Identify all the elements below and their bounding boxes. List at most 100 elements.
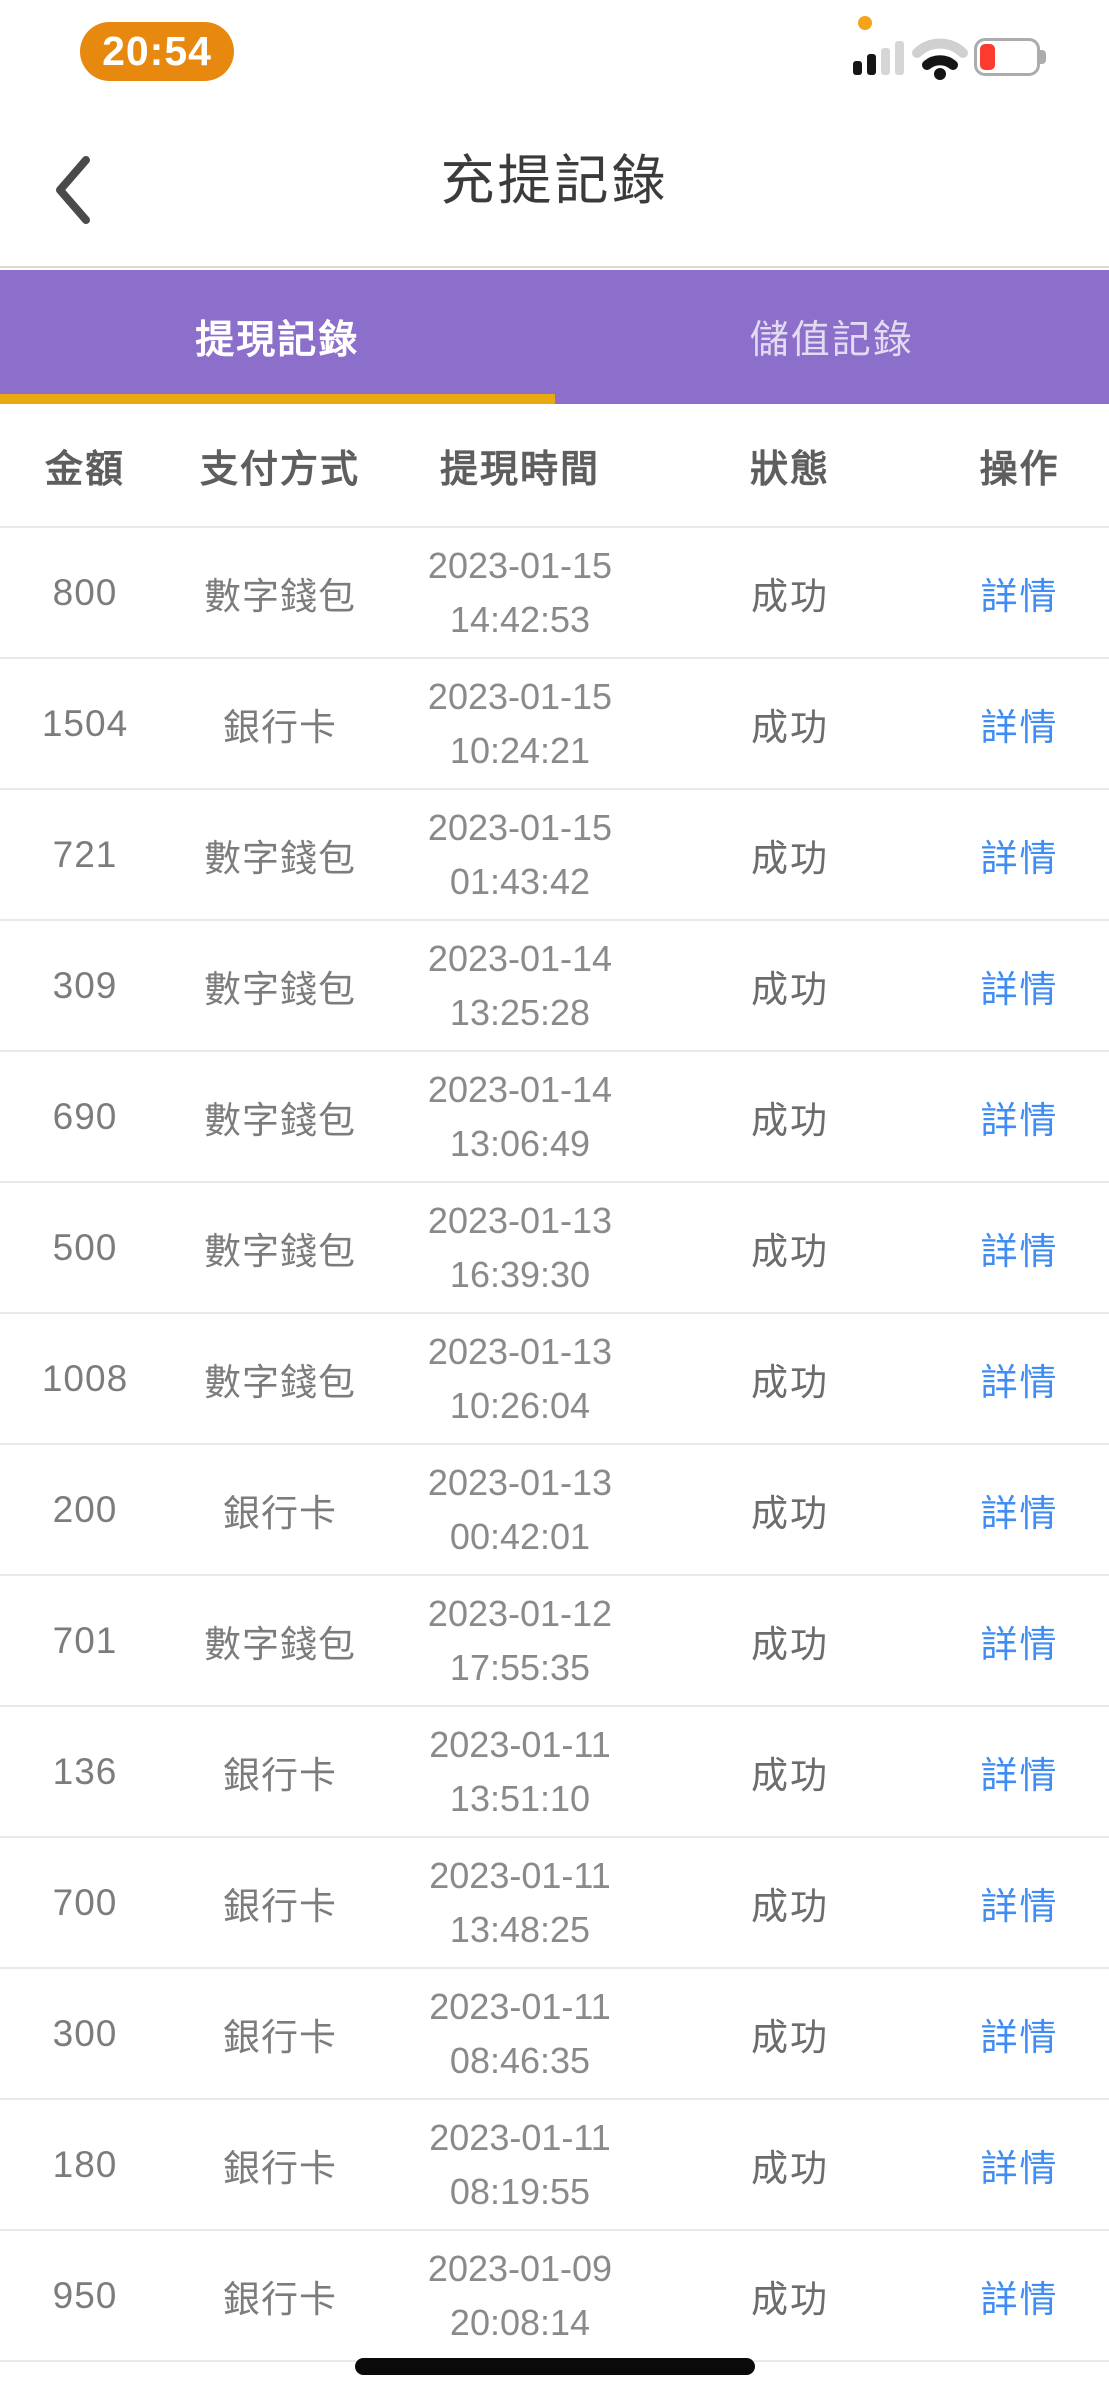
active-tab-indicator: [0, 394, 555, 404]
cell-status: 成功: [751, 2278, 829, 2320]
cell-amount: 136: [52, 1750, 118, 1792]
cell-withdraw-time: 2023-01-14 13:06:49: [427, 1068, 613, 1164]
status-bar: 20:54: [0, 0, 1109, 84]
details-link[interactable]: 詳情: [980, 706, 1059, 748]
status-time: 20:54: [102, 28, 212, 74]
table-row: 309 數字錢包 2023-01-14 13:25:28 成功 詳情: [0, 921, 1109, 1052]
column-header-3: 狀態: [749, 448, 830, 491]
column-header-4: 操作: [979, 448, 1060, 491]
cell-withdraw-time: 2023-01-11 13:48:25: [429, 1854, 611, 1950]
cell-status: 成功: [751, 1230, 829, 1272]
cell-action: 詳情: [930, 1483, 1109, 1537]
cell-amount: 690: [52, 1095, 118, 1137]
cell-payment-method: 銀行卡: [223, 1885, 337, 1927]
details-link[interactable]: 詳情: [980, 837, 1059, 879]
details-link[interactable]: 詳情: [980, 2278, 1059, 2320]
table-row: 300 銀行卡 2023-01-11 08:46:35 成功 詳情: [0, 1969, 1109, 2100]
cell-amount: 1504: [41, 702, 129, 744]
column-header-0: 金額: [44, 448, 125, 491]
table-row: 690 數字錢包 2023-01-14 13:06:49 成功 詳情: [0, 1052, 1109, 1183]
cell-amount: 800: [52, 571, 118, 613]
cell-payment-method: 銀行卡: [223, 1492, 337, 1534]
tab-withdrawal-records[interactable]: 提現記錄: [195, 319, 360, 362]
cell-amount: 300: [52, 2012, 118, 2054]
cell-status: 成功: [751, 1361, 829, 1403]
cell-withdraw-time: 2023-01-13 00:42:01: [427, 1461, 613, 1557]
cell-status: 成功: [751, 1754, 829, 1796]
table-row: 701 數字錢包 2023-01-12 17:55:35 成功 詳情: [0, 1576, 1109, 1707]
battery-icon: [974, 38, 1052, 76]
details-link[interactable]: 詳情: [980, 1885, 1059, 1927]
cell-status: 成功: [751, 2147, 829, 2189]
cell-withdraw-time: 2023-01-09 20:08:14: [427, 2247, 613, 2343]
cellular-signal-icon: [853, 41, 904, 75]
status-time-pill: 20:54: [80, 22, 234, 81]
cell-payment-method: 數字錢包: [204, 1230, 356, 1272]
cell-amount: 1008: [41, 1357, 129, 1399]
cell-amount: 700: [52, 1881, 118, 1923]
table-row: 200 銀行卡 2023-01-13 00:42:01 成功 詳情: [0, 1445, 1109, 1576]
cell-withdraw-time: 2023-01-15 01:43:42: [427, 806, 613, 902]
cell-withdraw-time: 2023-01-11 13:51:10: [429, 1723, 611, 1819]
details-link[interactable]: 詳情: [980, 968, 1059, 1010]
cell-amount: 500: [52, 1226, 118, 1268]
details-link[interactable]: 詳情: [980, 1623, 1059, 1665]
cell-status: 成功: [751, 837, 829, 879]
cell-withdraw-time: 2023-01-15 10:24:21: [427, 675, 613, 771]
cell-action: 詳情: [930, 2269, 1109, 2323]
table-header-row: 金額 支付方式 提現時間 狀態 操作: [0, 404, 1109, 528]
details-link[interactable]: 詳情: [980, 1230, 1059, 1272]
cell-action: 詳情: [930, 828, 1109, 882]
tab-bar: 提現記錄 儲值記錄: [0, 270, 1109, 404]
cell-status: 成功: [751, 1885, 829, 1927]
cell-status: 成功: [751, 706, 829, 748]
cell-withdraw-time: 2023-01-15 14:42:53: [427, 544, 613, 640]
cell-withdraw-time: 2023-01-13 16:39:30: [427, 1199, 613, 1295]
tab-deposit-records[interactable]: 儲值記錄: [749, 319, 914, 362]
details-link[interactable]: 詳情: [980, 1492, 1059, 1534]
details-link[interactable]: 詳情: [980, 575, 1059, 617]
cell-action: 詳情: [930, 1614, 1109, 1668]
cell-status: 成功: [751, 575, 829, 617]
cell-payment-method: 銀行卡: [223, 2016, 337, 2058]
cell-action: 詳情: [930, 959, 1109, 1013]
details-link[interactable]: 詳情: [980, 2016, 1059, 2058]
table-row: 700 銀行卡 2023-01-11 13:48:25 成功 詳情: [0, 1838, 1109, 1969]
column-header-2: 提現時間: [439, 448, 600, 491]
table-row: 500 數字錢包 2023-01-13 16:39:30 成功 詳情: [0, 1183, 1109, 1314]
back-button[interactable]: [50, 155, 98, 228]
cell-action: 詳情: [930, 1876, 1109, 1930]
column-header-1: 支付方式: [199, 448, 360, 491]
table-row: 721 數字錢包 2023-01-15 01:43:42 成功 詳情: [0, 790, 1109, 921]
cell-payment-method: 銀行卡: [223, 2147, 337, 2189]
cell-payment-method: 數字錢包: [204, 575, 356, 617]
cell-payment-method: 銀行卡: [223, 1754, 337, 1796]
table-row: 800 數字錢包 2023-01-15 14:42:53 成功 詳情: [0, 528, 1109, 659]
cell-action: 詳情: [930, 1090, 1109, 1144]
cell-amount: 200: [52, 1488, 118, 1530]
table-row: 1008 數字錢包 2023-01-13 10:26:04 成功 詳情: [0, 1314, 1109, 1445]
cell-payment-method: 銀行卡: [223, 706, 337, 748]
table-row: 180 銀行卡 2023-01-11 08:19:55 成功 詳情: [0, 2100, 1109, 2231]
home-indicator[interactable]: [355, 2358, 755, 2375]
cell-payment-method: 數字錢包: [204, 968, 356, 1010]
details-link[interactable]: 詳情: [980, 2147, 1059, 2189]
cell-withdraw-time: 2023-01-12 17:55:35: [427, 1592, 613, 1688]
cell-status: 成功: [751, 968, 829, 1010]
cell-status: 成功: [751, 1623, 829, 1665]
records-table: 金額 支付方式 提現時間 狀態 操作 800 數字錢包 2023-01-15 14:42:53…: [0, 404, 1109, 2362]
cell-action: 詳情: [930, 1745, 1109, 1799]
details-link[interactable]: 詳情: [980, 1099, 1059, 1141]
cell-withdraw-time: 2023-01-11 08:19:55: [429, 2116, 611, 2212]
details-link[interactable]: 詳情: [980, 1361, 1059, 1403]
table-row: 136 銀行卡 2023-01-11 13:51:10 成功 詳情: [0, 1707, 1109, 1838]
nav-header: 充提記錄: [0, 84, 1109, 268]
cell-payment-method: 銀行卡: [223, 2278, 337, 2320]
cell-action: 詳情: [930, 2007, 1109, 2061]
recording-indicator-icon: [858, 16, 872, 30]
cell-amount: 309: [52, 964, 118, 1006]
cell-status: 成功: [751, 1099, 829, 1141]
page-title: 充提記錄: [440, 150, 669, 211]
cell-payment-method: 數字錢包: [204, 1623, 356, 1665]
details-link[interactable]: 詳情: [980, 1754, 1059, 1796]
